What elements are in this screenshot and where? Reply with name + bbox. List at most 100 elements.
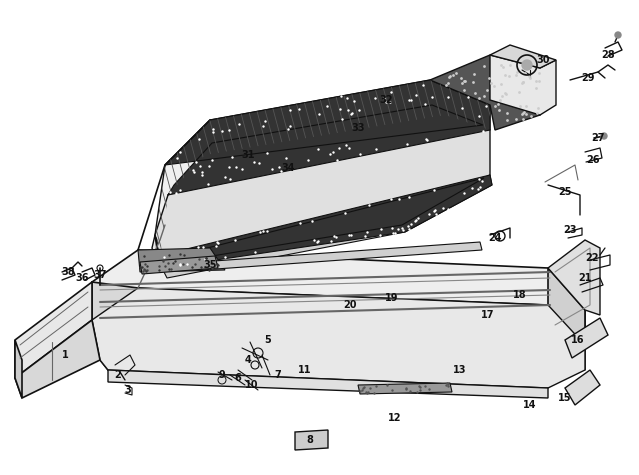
Point xyxy=(445,72,455,79)
Point xyxy=(473,175,484,183)
Point xyxy=(490,102,500,110)
Point xyxy=(139,266,150,273)
Point xyxy=(497,92,507,100)
Point xyxy=(442,380,452,387)
Point xyxy=(364,201,374,209)
Point xyxy=(314,110,325,117)
Point xyxy=(267,165,277,173)
Point xyxy=(174,261,185,268)
Point xyxy=(473,185,483,193)
Point xyxy=(190,159,201,166)
Point xyxy=(511,71,521,79)
Polygon shape xyxy=(158,175,492,268)
Text: 25: 25 xyxy=(558,187,572,197)
Point xyxy=(234,120,244,128)
Point xyxy=(371,145,381,153)
Point xyxy=(410,216,420,224)
Point xyxy=(429,207,439,215)
Text: 18: 18 xyxy=(513,290,527,300)
Point xyxy=(502,109,512,117)
Point xyxy=(442,381,452,389)
Point xyxy=(142,266,152,274)
Polygon shape xyxy=(430,55,540,130)
Point xyxy=(198,243,208,250)
Point xyxy=(504,72,514,79)
Point xyxy=(381,381,392,389)
Point xyxy=(379,95,389,102)
Point xyxy=(354,106,364,114)
Point xyxy=(346,110,357,118)
Point xyxy=(496,61,506,69)
Point xyxy=(217,127,227,134)
Point xyxy=(505,61,515,69)
Point xyxy=(275,168,286,175)
Point xyxy=(295,219,305,227)
Point xyxy=(142,263,153,270)
Text: 24: 24 xyxy=(488,233,502,243)
Point xyxy=(515,103,525,110)
Point xyxy=(469,70,479,78)
Polygon shape xyxy=(490,45,556,68)
Point xyxy=(203,180,213,188)
Text: 14: 14 xyxy=(523,400,537,410)
Point xyxy=(212,238,222,246)
Point xyxy=(192,243,203,251)
Point xyxy=(381,98,391,106)
Point xyxy=(153,262,164,270)
Circle shape xyxy=(615,32,621,38)
Point xyxy=(521,110,531,117)
Point xyxy=(141,267,151,275)
Point xyxy=(175,186,185,193)
Text: 36: 36 xyxy=(75,273,89,283)
Point xyxy=(420,382,431,390)
Point xyxy=(466,184,477,192)
Point xyxy=(474,95,484,102)
Point xyxy=(393,225,403,232)
Point xyxy=(166,265,176,273)
Point xyxy=(518,115,528,123)
Polygon shape xyxy=(155,235,163,268)
Polygon shape xyxy=(200,242,482,270)
Point xyxy=(258,228,268,235)
Point xyxy=(414,382,424,390)
Point xyxy=(175,250,185,257)
Text: 37: 37 xyxy=(93,270,107,280)
Point xyxy=(388,229,398,237)
Point xyxy=(307,218,317,225)
Point xyxy=(397,224,407,231)
Point xyxy=(448,71,458,79)
Point xyxy=(401,385,412,393)
Text: 22: 22 xyxy=(585,253,599,263)
Point xyxy=(502,116,512,124)
Point xyxy=(404,226,415,233)
Point xyxy=(213,261,223,269)
Text: 15: 15 xyxy=(558,393,572,403)
Polygon shape xyxy=(15,282,92,378)
Point xyxy=(518,110,528,117)
Point xyxy=(441,81,451,89)
Point xyxy=(479,93,489,100)
Text: 4: 4 xyxy=(245,355,251,365)
Point xyxy=(363,388,373,396)
Point xyxy=(394,195,404,202)
Point xyxy=(385,88,396,96)
Point xyxy=(154,266,164,274)
Point xyxy=(496,80,506,87)
Text: 38: 38 xyxy=(61,267,75,277)
Point xyxy=(459,86,470,94)
Point xyxy=(327,237,337,245)
Point xyxy=(375,231,385,239)
Text: 5: 5 xyxy=(265,335,272,345)
Point xyxy=(158,253,169,261)
Point xyxy=(341,141,351,149)
Text: 2: 2 xyxy=(114,370,121,380)
Point xyxy=(498,64,508,71)
Polygon shape xyxy=(155,115,490,268)
Text: 12: 12 xyxy=(389,413,402,423)
Point xyxy=(424,210,434,218)
Polygon shape xyxy=(490,55,556,115)
Point xyxy=(335,105,345,113)
Point xyxy=(282,125,293,133)
Point xyxy=(175,148,185,156)
Point xyxy=(179,251,189,259)
